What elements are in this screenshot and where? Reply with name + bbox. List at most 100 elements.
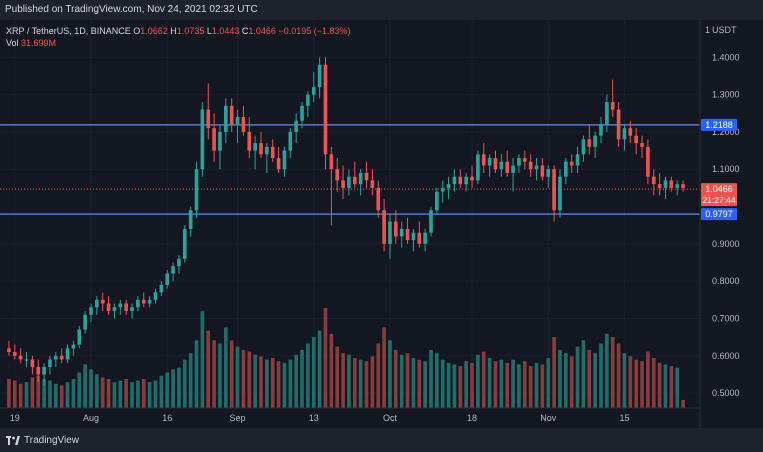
volume-bar — [505, 362, 510, 408]
price-tick-label: 0.6000 — [712, 351, 740, 361]
time-tick-label: 16 — [162, 413, 172, 423]
candle-body — [610, 102, 615, 110]
candle — [83, 311, 87, 334]
volume-bar — [42, 378, 46, 408]
candle-body — [376, 187, 381, 211]
candle-body — [634, 135, 638, 144]
volume-legend[interactable]: Vol 31.699M — [6, 38, 56, 48]
candle — [54, 352, 58, 367]
volume-bar — [476, 354, 480, 408]
candle — [487, 154, 492, 177]
candle — [628, 120, 633, 144]
volume-bar — [429, 349, 433, 408]
candle — [376, 180, 381, 218]
candle — [616, 102, 621, 147]
candle — [48, 355, 52, 375]
candle — [364, 161, 369, 188]
volume-bar — [610, 337, 615, 408]
candle-body — [294, 120, 298, 132]
candle-body — [100, 299, 105, 304]
volume-bar — [71, 378, 76, 408]
candle — [622, 124, 627, 151]
volume-bar — [282, 362, 287, 408]
candle — [224, 98, 228, 144]
volume-bar — [159, 375, 164, 408]
candle-body — [470, 176, 474, 181]
volume-bar — [136, 380, 140, 408]
price-tick-label: 0.8000 — [712, 276, 740, 286]
volume-bar — [405, 353, 410, 408]
candle-body — [511, 165, 515, 173]
volume-bar — [100, 377, 105, 408]
volume-bar — [376, 343, 381, 408]
candle — [581, 135, 586, 162]
resistance-price-tag-label: 1.2188 — [705, 120, 733, 130]
candle — [306, 90, 310, 117]
candle-body — [212, 128, 216, 151]
volume-bar — [36, 375, 41, 408]
candle-body — [628, 128, 633, 136]
volume-bar — [481, 351, 486, 408]
candle-body — [206, 109, 211, 129]
candle — [429, 206, 433, 237]
volume-bar — [54, 383, 58, 408]
volume-bar — [147, 382, 152, 408]
candle — [534, 158, 539, 181]
candle-body — [118, 303, 123, 308]
candle-body — [136, 299, 140, 308]
candle-body — [177, 258, 181, 267]
candle — [634, 128, 638, 155]
candle-body — [599, 124, 603, 136]
price-axis[interactable]: USDT 1 1.4000 1.3000 1.2000 1.1000 0.9000 0.8… — [705, 25, 740, 398]
candle — [593, 131, 597, 159]
high-label: H — [170, 26, 177, 36]
symbol-legend[interactable]: XRP / TetherUS, 1D, BINANCE O1.0662 H1.0… — [6, 26, 351, 36]
candle-body — [194, 169, 199, 211]
tradingview-logo[interactable]: TradingView — [6, 435, 79, 446]
time-axis[interactable]: 19 Aug 16 Sep 13 Oct 18 Nov 15 — [10, 413, 630, 423]
volume-bar — [622, 353, 627, 408]
candle — [505, 150, 510, 177]
candle-body — [505, 161, 510, 173]
volume-bar — [552, 337, 556, 408]
price-chart[interactable]: USDT 1 1.4000 1.3000 1.2000 1.1000 0.9000 0.8… — [0, 20, 763, 428]
candle — [141, 292, 146, 308]
symbol-name[interactable]: XRP / TetherUS, 1D, BINANCE — [6, 26, 131, 36]
candle-body — [669, 180, 674, 188]
candle — [276, 146, 281, 173]
candle — [382, 199, 386, 252]
volume-bar — [399, 354, 404, 408]
candle — [18, 348, 23, 364]
currency-marker: 1 — [705, 25, 710, 35]
high-value: 1.0735 — [176, 26, 205, 36]
candle-body — [493, 158, 498, 170]
volume-bar — [165, 372, 170, 408]
candle-body — [558, 176, 562, 211]
candle — [646, 139, 650, 185]
candle — [675, 180, 680, 196]
candle-body — [153, 292, 158, 300]
horizontal-levels[interactable] — [0, 124, 700, 215]
candle-body — [394, 221, 398, 237]
candle — [470, 165, 474, 188]
volume-bar — [616, 343, 621, 408]
price-tick-label: 0.5000 — [712, 388, 740, 398]
candle — [235, 109, 240, 144]
candle — [564, 158, 568, 185]
volume-bar — [605, 333, 609, 408]
volume-bar — [581, 340, 586, 408]
volume-bar — [224, 327, 228, 408]
candle-body — [663, 180, 668, 188]
time-tick-label: 19 — [10, 413, 20, 423]
volume-bar — [329, 333, 334, 408]
candle — [358, 169, 363, 196]
candle-body — [399, 228, 404, 237]
candle-body — [270, 146, 275, 159]
candle-body — [452, 176, 457, 185]
volume-bar — [235, 346, 240, 408]
volume-bar — [517, 364, 521, 408]
time-tick-label: 13 — [309, 413, 319, 423]
candle — [411, 228, 416, 252]
candle — [259, 131, 263, 159]
volume-bar — [651, 358, 656, 408]
